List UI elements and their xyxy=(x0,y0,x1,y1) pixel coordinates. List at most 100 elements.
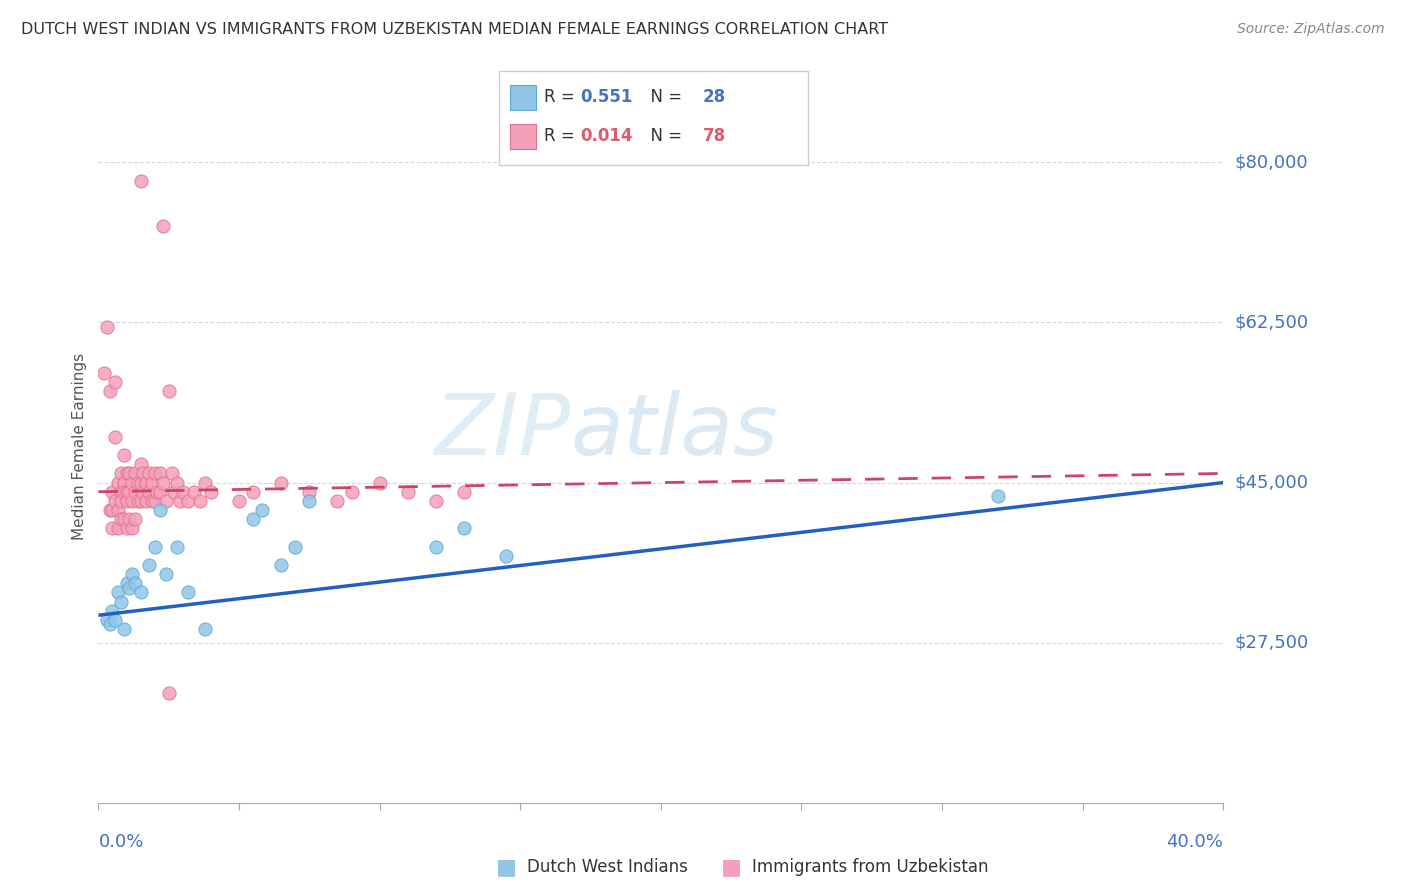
Point xyxy=(129,475,152,490)
Point xyxy=(129,458,152,472)
Point xyxy=(104,430,127,444)
Point xyxy=(284,540,307,554)
Point xyxy=(194,475,217,490)
Point xyxy=(129,174,152,188)
Point xyxy=(157,686,180,700)
Text: 78: 78 xyxy=(703,128,725,145)
Text: N =: N = xyxy=(640,88,688,106)
Text: ZIP: ZIP xyxy=(434,390,571,474)
Point xyxy=(242,512,264,526)
Point xyxy=(987,489,1010,503)
Text: Dutch West Indians: Dutch West Indians xyxy=(527,858,688,876)
Point xyxy=(157,384,180,398)
Point xyxy=(101,604,124,618)
Point xyxy=(104,375,127,389)
Text: atlas: atlas xyxy=(571,390,779,474)
Point xyxy=(368,475,391,490)
Text: DUTCH WEST INDIAN VS IMMIGRANTS FROM UZBEKISTAN MEDIAN FEMALE EARNINGS CORRELATI: DUTCH WEST INDIAN VS IMMIGRANTS FROM UZB… xyxy=(21,22,889,37)
Point xyxy=(101,484,124,499)
Point xyxy=(110,467,132,481)
Point xyxy=(143,494,166,508)
Point xyxy=(146,484,169,499)
Point xyxy=(112,475,135,490)
Point xyxy=(110,484,132,499)
Text: N =: N = xyxy=(640,128,688,145)
Point xyxy=(149,503,172,517)
Point xyxy=(101,503,124,517)
Point xyxy=(228,494,250,508)
Point xyxy=(155,567,177,582)
Point xyxy=(200,484,222,499)
Point xyxy=(129,494,152,508)
Point xyxy=(110,512,132,526)
Point xyxy=(121,475,143,490)
Text: 0.0%: 0.0% xyxy=(98,833,143,851)
Point xyxy=(340,484,363,499)
Text: $27,500: $27,500 xyxy=(1234,633,1309,652)
Point xyxy=(112,484,135,499)
Point xyxy=(118,484,141,499)
Point xyxy=(163,484,186,499)
Point xyxy=(138,484,160,499)
Point xyxy=(425,540,447,554)
Point xyxy=(141,494,163,508)
Text: $62,500: $62,500 xyxy=(1234,313,1309,332)
Text: 40.0%: 40.0% xyxy=(1167,833,1223,851)
Point xyxy=(121,521,143,535)
Point xyxy=(115,484,138,499)
Point xyxy=(112,622,135,636)
Text: Immigrants from Uzbekistan: Immigrants from Uzbekistan xyxy=(752,858,988,876)
Point xyxy=(98,503,121,517)
Point xyxy=(143,540,166,554)
Text: Source: ZipAtlas.com: Source: ZipAtlas.com xyxy=(1237,22,1385,37)
Point xyxy=(121,567,143,582)
Point xyxy=(132,484,155,499)
Point xyxy=(143,467,166,481)
Point xyxy=(183,484,205,499)
Text: ■: ■ xyxy=(721,857,741,877)
Point xyxy=(141,475,163,490)
Point xyxy=(326,494,349,508)
Point xyxy=(177,585,200,599)
Point xyxy=(118,467,141,481)
Point xyxy=(169,494,191,508)
Point xyxy=(124,512,146,526)
Point xyxy=(107,503,129,517)
Point xyxy=(96,613,118,627)
Point xyxy=(115,494,138,508)
Point xyxy=(129,585,152,599)
Point xyxy=(298,494,321,508)
Point xyxy=(138,467,160,481)
Point xyxy=(135,494,157,508)
Point xyxy=(104,494,127,508)
Point xyxy=(124,576,146,591)
Point xyxy=(104,613,127,627)
Point xyxy=(118,512,141,526)
Text: R =: R = xyxy=(544,128,581,145)
Point xyxy=(172,484,194,499)
Point xyxy=(149,467,172,481)
Point xyxy=(495,549,517,563)
Point xyxy=(396,484,419,499)
Point xyxy=(270,558,292,572)
Point xyxy=(132,467,155,481)
Point xyxy=(107,521,129,535)
Text: $45,000: $45,000 xyxy=(1234,474,1309,491)
Text: ■: ■ xyxy=(496,857,516,877)
Text: R =: R = xyxy=(544,88,581,106)
Text: 0.014: 0.014 xyxy=(581,128,633,145)
Point xyxy=(149,484,172,499)
Point xyxy=(96,320,118,334)
Point xyxy=(166,540,188,554)
Point xyxy=(118,581,141,595)
Point xyxy=(298,484,321,499)
Point xyxy=(115,576,138,591)
Point xyxy=(453,521,475,535)
Point xyxy=(453,484,475,499)
Point xyxy=(188,494,211,508)
Point xyxy=(110,594,132,608)
Point xyxy=(93,366,115,380)
Point xyxy=(135,475,157,490)
Point xyxy=(121,494,143,508)
Point xyxy=(166,475,188,490)
